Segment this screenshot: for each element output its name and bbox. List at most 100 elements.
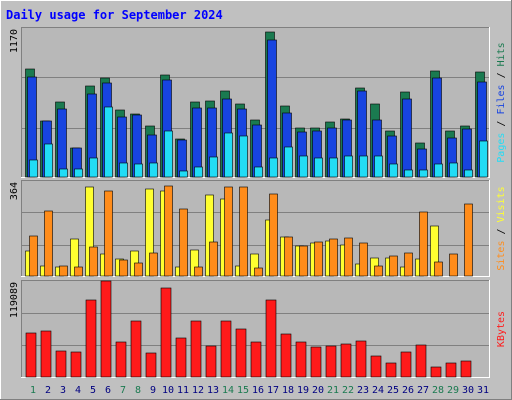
day-label-20: 20 <box>312 385 324 396</box>
day-label-23: 23 <box>357 385 369 396</box>
day-label-14: 14 <box>222 385 234 396</box>
bar-pages-31 <box>479 140 488 178</box>
bar-kbytes-2 <box>40 330 52 378</box>
bar-pages-29 <box>449 162 458 178</box>
bar-pages-18 <box>284 146 293 178</box>
day-label-8: 8 <box>135 385 141 396</box>
bar-sites-7 <box>119 259 128 277</box>
bar-kbytes-23 <box>355 340 367 378</box>
day-label-2: 2 <box>45 385 51 396</box>
bar-sites-27 <box>419 211 428 277</box>
day-label-11: 11 <box>177 385 189 396</box>
bar-pages-28 <box>434 163 443 178</box>
day-label-27: 27 <box>417 385 429 396</box>
bar-pages-25 <box>389 163 398 178</box>
day-label-30: 30 <box>462 385 474 396</box>
bar-pages-1 <box>29 159 38 178</box>
legend-separator: / <box>496 66 507 84</box>
day-label-29: 29 <box>447 385 459 396</box>
bar-pages-23 <box>359 155 368 178</box>
bar-kbytes-8 <box>130 320 142 378</box>
bar-kbytes-26 <box>400 351 412 378</box>
bar-kbytes-9 <box>145 352 157 378</box>
bar-sites-11 <box>179 208 188 277</box>
day-label-7: 7 <box>120 385 126 396</box>
bar-pages-13 <box>209 156 218 178</box>
bar-sites-14 <box>224 186 233 277</box>
bar-kbytes-29 <box>445 362 457 378</box>
bar-pages-20 <box>314 157 323 178</box>
bar-pages-6 <box>104 106 113 178</box>
legend-sites: Sites <box>496 241 507 271</box>
bar-pages-11 <box>179 170 188 178</box>
bar-sites-17 <box>269 193 278 277</box>
day-label-13: 13 <box>207 385 219 396</box>
bar-sites-10 <box>164 185 173 277</box>
bar-pages-27 <box>419 169 428 178</box>
bar-files-12 <box>192 107 202 178</box>
y-max-label-3: 119089 <box>9 282 20 318</box>
legend-pages: Pages <box>496 133 507 163</box>
bar-kbytes-12 <box>190 320 202 378</box>
bar-sites-8 <box>134 262 143 277</box>
bar-sites-22 <box>344 237 353 277</box>
bar-sites-6 <box>104 190 113 277</box>
day-label-26: 26 <box>402 385 414 396</box>
bar-kbytes-13 <box>205 345 217 378</box>
bar-sites-2 <box>44 210 53 277</box>
bar-sites-18 <box>284 236 293 277</box>
bar-kbytes-24 <box>370 355 382 378</box>
chart-title: Daily usage for September 2024 <box>6 8 223 22</box>
day-label-19: 19 <box>297 385 309 396</box>
bar-kbytes-4 <box>70 351 82 378</box>
day-label-6: 6 <box>105 385 111 396</box>
day-label-9: 9 <box>150 385 156 396</box>
day-label-10: 10 <box>162 385 174 396</box>
bar-kbytes-27 <box>415 344 427 378</box>
bar-pages-21 <box>329 157 338 178</box>
bar-sites-24 <box>374 265 383 277</box>
side-legend-2: Sites / Visits <box>496 186 507 270</box>
bar-pages-5 <box>89 157 98 178</box>
bar-sites-13 <box>209 241 218 277</box>
bar-files-17 <box>267 39 277 178</box>
bar-sites-9 <box>149 252 158 277</box>
legend-separator: / <box>496 222 507 240</box>
bar-sites-20 <box>314 241 323 277</box>
legend-visits: Visits <box>496 186 507 222</box>
bar-kbytes-6 <box>100 280 112 378</box>
bar-sites-25 <box>389 255 398 277</box>
day-label-16: 16 <box>252 385 264 396</box>
bar-kbytes-28 <box>430 366 442 378</box>
bar-pages-3 <box>59 168 68 178</box>
bar-kbytes-17 <box>265 299 277 378</box>
bar-kbytes-14 <box>220 320 232 378</box>
bar-files-26 <box>402 98 412 178</box>
day-label-28: 28 <box>432 385 444 396</box>
side-legend-1: Pages / Files / Hits <box>496 42 507 162</box>
bar-kbytes-15 <box>235 328 247 378</box>
side-legend-3: KBytes <box>496 311 507 347</box>
day-label-22: 22 <box>342 385 354 396</box>
bar-kbytes-18 <box>280 333 292 378</box>
legend-kbytes: KBytes <box>496 311 507 347</box>
bar-pages-16 <box>254 166 263 178</box>
day-label-15: 15 <box>237 385 249 396</box>
day-label-1: 1 <box>30 385 36 396</box>
legend-files: Files <box>496 84 507 114</box>
bar-sites-15 <box>239 186 248 277</box>
bar-pages-12 <box>194 166 203 178</box>
bar-pages-22 <box>344 155 353 178</box>
bar-pages-14 <box>224 132 233 178</box>
day-label-4: 4 <box>75 385 81 396</box>
bar-pages-10 <box>164 130 173 178</box>
bar-sites-5 <box>89 246 98 277</box>
bar-sites-1 <box>29 235 38 277</box>
bar-pages-7 <box>119 162 128 178</box>
bar-sites-19 <box>299 245 308 277</box>
day-label-25: 25 <box>387 385 399 396</box>
bar-pages-9 <box>149 162 158 178</box>
bar-pages-24 <box>374 155 383 178</box>
